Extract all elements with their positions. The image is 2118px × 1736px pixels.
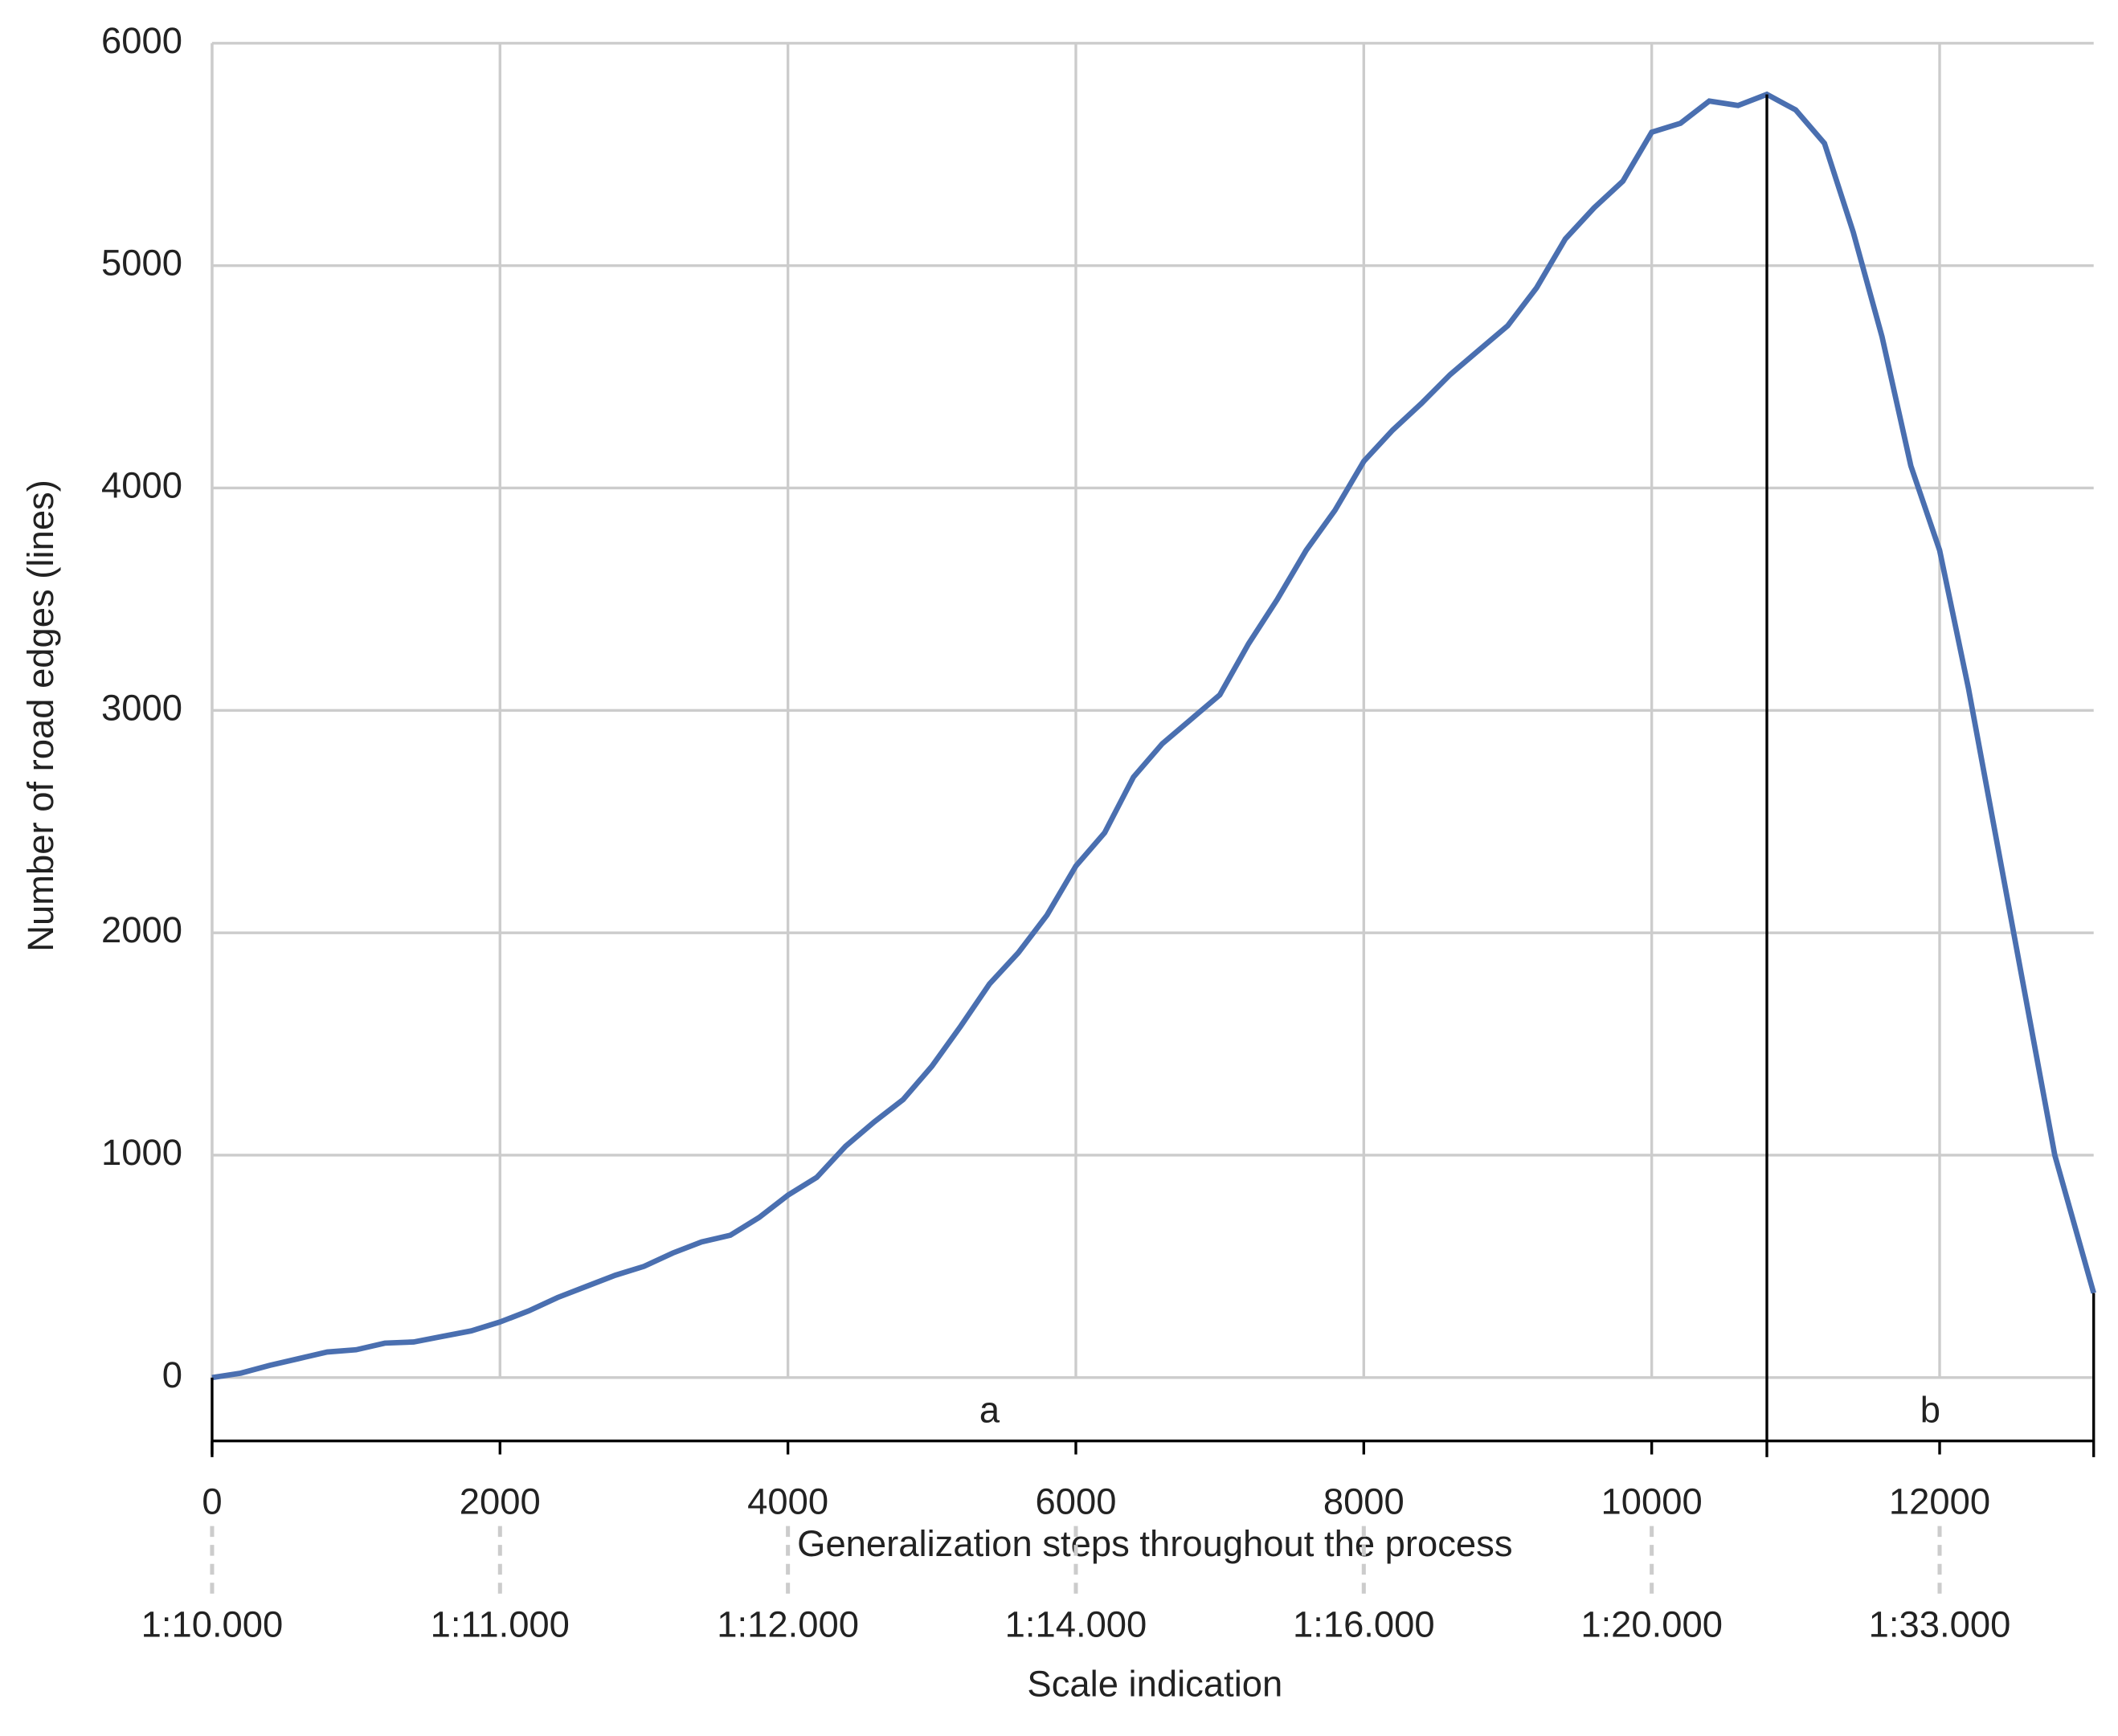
x-tick-label: 0 xyxy=(202,1481,222,1522)
y-tick-label: 6000 xyxy=(101,20,182,61)
y-tick-label: 5000 xyxy=(101,243,182,284)
scale-tick-label: 1:20.000 xyxy=(1580,1604,1723,1645)
segment-label: b xyxy=(1920,1390,1940,1431)
x-tick-label: 10000 xyxy=(1601,1481,1703,1522)
x-tick-label: 8000 xyxy=(1323,1481,1405,1522)
x-axis-label: Generalization steps throughout the proc… xyxy=(797,1523,1512,1564)
x-tick-label: 2000 xyxy=(460,1481,541,1522)
y-tick-label: 3000 xyxy=(101,687,182,728)
segment-label: a xyxy=(979,1390,1000,1431)
y-axis-label: Number of road edges (lines) xyxy=(20,480,61,952)
scale-tick-label: 1:12.000 xyxy=(717,1604,859,1645)
scale-axis-label: Scale indication xyxy=(1027,1664,1282,1705)
scale-tick-label: 1:14.000 xyxy=(1005,1604,1147,1645)
scale-tick-label: 1:16.000 xyxy=(1293,1604,1435,1645)
x-tick-label: 4000 xyxy=(747,1481,828,1522)
scale-tick-label: 1:33.000 xyxy=(1869,1604,2011,1645)
x-tick-label: 6000 xyxy=(1036,1481,1117,1522)
y-tick-label: 1000 xyxy=(101,1132,182,1173)
y-tick-label: 0 xyxy=(162,1354,182,1395)
scale-tick-label: 1:11.000 xyxy=(431,1604,570,1645)
line-series xyxy=(211,91,2096,1381)
y-tick-label: 2000 xyxy=(101,909,182,950)
y-tick-label: 4000 xyxy=(101,464,182,505)
scale-tick-label: 1:10.000 xyxy=(141,1604,284,1645)
x-tick-label: 12000 xyxy=(1889,1481,1990,1522)
